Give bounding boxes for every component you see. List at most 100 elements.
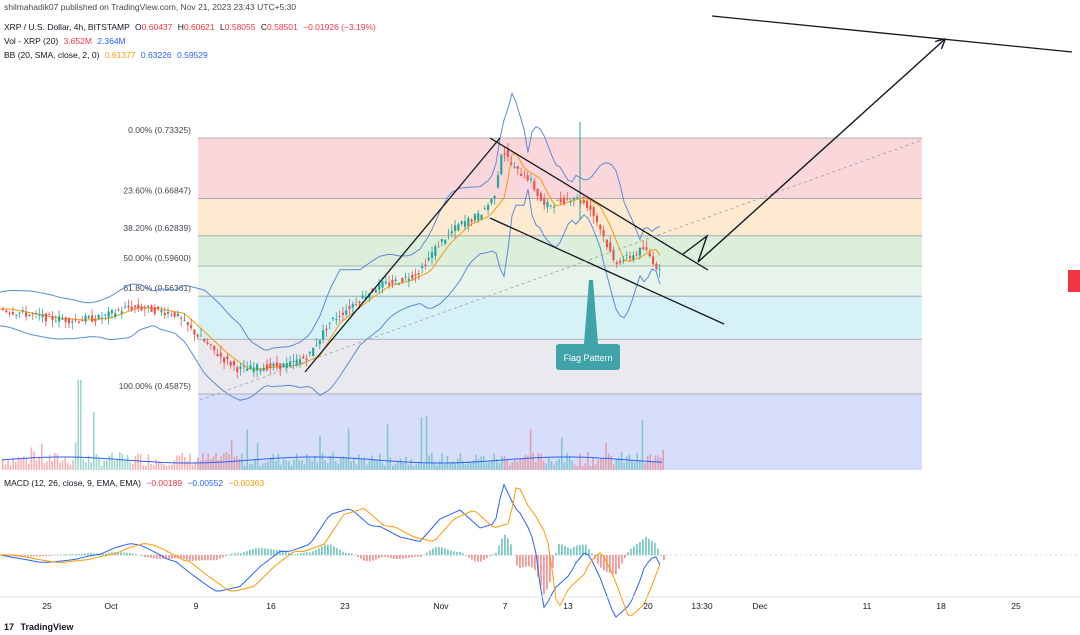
ohlc-low: L0.58055 (220, 22, 256, 32)
candle-body (104, 314, 107, 316)
pole-trendline[interactable] (304, 137, 501, 373)
volume-bar (132, 463, 134, 470)
macd-histogram-bar (84, 553, 86, 556)
volume-bar (628, 454, 631, 470)
volume-bar (472, 460, 475, 470)
macd-histogram-bar (288, 552, 290, 556)
volume-bar (210, 459, 212, 470)
volume-bar (537, 453, 540, 470)
volume-bar (204, 460, 207, 470)
volume-bar (516, 461, 519, 470)
candle-body (625, 255, 628, 256)
volume-bar (220, 456, 222, 470)
macd-histogram-bar (327, 544, 329, 556)
macd-histogram-bar (279, 549, 281, 556)
volume-bar (85, 462, 87, 470)
macd-histogram-bar (222, 555, 224, 558)
macd-histogram-bar (477, 555, 479, 562)
volume-bar (633, 461, 636, 470)
volume-bar (457, 458, 459, 470)
macd-histogram-bar (93, 553, 95, 556)
volume-bar (95, 453, 98, 470)
candle-body (414, 274, 417, 276)
volume-bar (576, 465, 579, 470)
macd-histogram-bar (576, 545, 578, 556)
volume-bar (386, 424, 389, 470)
macd-histogram-bar (453, 551, 455, 556)
target-line[interactable] (711, 15, 1073, 53)
volume-bar (301, 460, 303, 470)
volume-bar (2, 459, 4, 470)
candle-body (38, 314, 41, 316)
flag-lower-line[interactable] (489, 217, 725, 325)
volume-bar (340, 457, 342, 470)
macd-histogram-bar (555, 553, 557, 556)
volume-bar (30, 447, 33, 470)
volume-bar (563, 462, 566, 470)
candle-body (595, 215, 599, 223)
x-axis: 25 Oct 9 16 23 Nov 7 13 13:30 20 Dec 11 18 25 (0, 596, 1080, 611)
macd-histogram-bar (216, 555, 218, 560)
candle-body (269, 363, 272, 368)
volume-bar (402, 462, 404, 470)
candle-body (622, 260, 625, 262)
volume-bar (171, 464, 173, 470)
volume-bar (38, 456, 40, 470)
candle-body (421, 266, 424, 268)
candle-body (289, 361, 292, 367)
volume-bar (314, 455, 316, 470)
candle-body (447, 233, 450, 235)
macd-histogram-bar (654, 542, 656, 556)
candle-body (529, 178, 533, 181)
candle-body (510, 162, 513, 165)
flag-upper-line[interactable] (489, 137, 709, 271)
candle-body (58, 316, 61, 322)
flag-label: Flag Pattern (563, 353, 612, 363)
volume-bar (191, 465, 194, 470)
macd-histogram-bar (147, 555, 149, 558)
macd-histogram-bar (474, 555, 476, 562)
macd-histogram-bar (459, 551, 461, 556)
macd-histogram-bar (387, 555, 389, 558)
candle-body (361, 295, 364, 299)
candle-body (619, 260, 622, 264)
candle-body (153, 307, 156, 314)
volume-bar (116, 459, 118, 470)
macd-histogram-bar (132, 553, 134, 556)
dashed-trend-line[interactable] (199, 139, 923, 401)
candle-body (259, 369, 262, 372)
macd-histogram-bar (150, 555, 152, 558)
candle-body (404, 276, 407, 278)
volume-bar (241, 453, 243, 470)
candle-body (209, 344, 212, 345)
volume-bar (202, 453, 204, 470)
macd-histogram-bar (618, 555, 620, 569)
fib-zone (198, 266, 922, 297)
macd-histogram-bar (60, 554, 62, 556)
volume-bar (522, 458, 524, 470)
macd-histogram-bar (660, 555, 662, 556)
volume-bar (347, 428, 350, 470)
volume-bar (327, 463, 329, 470)
volume-bar (649, 454, 651, 470)
macd-histogram-bar (138, 554, 140, 556)
volume-bar (462, 461, 464, 470)
macd-histogram-bar (39, 555, 41, 557)
macd-histogram-bar (522, 555, 524, 568)
candle-body (632, 255, 635, 260)
projection-arrow[interactable] (682, 40, 944, 263)
macd-histogram-bar (117, 552, 119, 556)
macd-histogram-bar (336, 548, 338, 556)
volume-bar (145, 465, 147, 470)
macd-histogram-bar (519, 555, 521, 568)
macd-histogram-bar (255, 548, 257, 556)
macd-histogram-bar (504, 534, 506, 556)
volume-bar (173, 460, 176, 470)
volume-bar (152, 465, 155, 470)
candle-body (34, 313, 38, 314)
volume-bar (613, 464, 615, 470)
macd-histogram-bar (54, 554, 56, 556)
volume-bar (366, 464, 368, 470)
macd-histogram-bar (639, 541, 641, 556)
